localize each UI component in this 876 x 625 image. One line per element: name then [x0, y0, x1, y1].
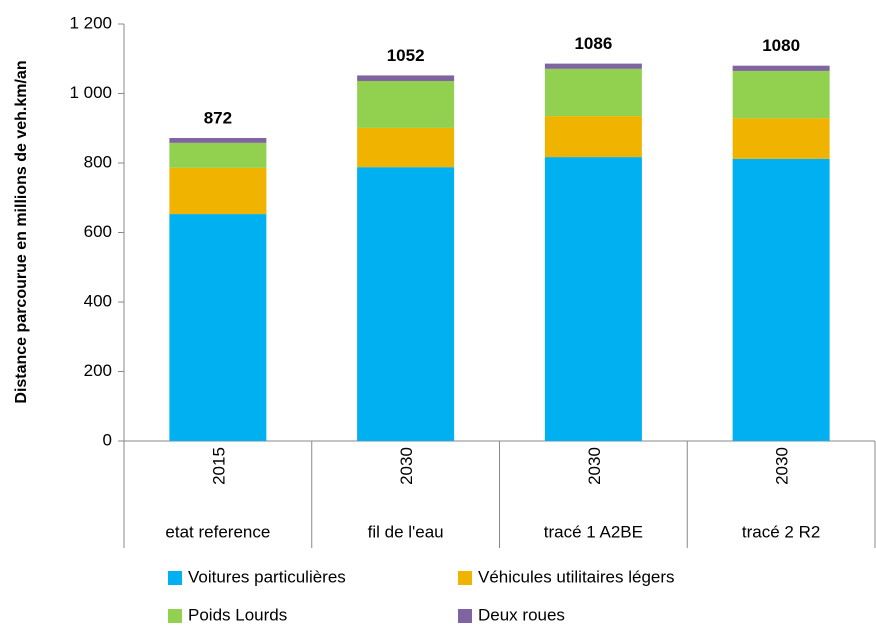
legend-label: Poids Lourds [188, 605, 287, 624]
y-tick-label: 1 200 [69, 13, 112, 32]
bar-segment [732, 158, 830, 441]
bar-segment [357, 80, 455, 128]
group-label: tracé 1 A2BE [544, 522, 643, 541]
legend-swatch [168, 609, 182, 623]
x-tick-label: 2030 [773, 447, 792, 485]
y-tick-label: 1 000 [69, 83, 112, 102]
y-tick-label: 0 [103, 430, 112, 449]
legend-swatch [168, 571, 182, 585]
total-label: 1052 [387, 46, 425, 65]
bar-segment [357, 167, 455, 442]
y-tick-label: 600 [84, 222, 112, 241]
bar-segment [169, 142, 267, 168]
bar-segment [544, 157, 642, 441]
x-tick-label: 2015 [209, 447, 228, 485]
bar-segment [544, 68, 642, 117]
legend-swatch [458, 571, 472, 585]
bar-segment [732, 70, 830, 119]
bar-segment [732, 118, 830, 159]
y-tick-label: 800 [84, 152, 112, 171]
bar-segment [357, 75, 455, 81]
legend-label: Voitures particulières [188, 567, 346, 586]
bar-segment [357, 127, 455, 168]
legend-label: Deux roues [478, 605, 565, 624]
total-label: 1080 [762, 36, 800, 55]
y-axis-label: Distance parcourue en millions de veh.km… [13, 60, 30, 403]
bar-segment [169, 137, 267, 143]
total-label: 1086 [574, 34, 612, 53]
total-label: 872 [204, 108, 232, 127]
bar-segment [732, 65, 830, 71]
bar-segment [544, 63, 642, 69]
group-label: etat reference [165, 522, 270, 541]
y-tick-label: 400 [84, 291, 112, 310]
x-tick-label: 2030 [585, 447, 604, 485]
y-tick-label: 200 [84, 361, 112, 380]
x-tick-label: 2030 [397, 447, 416, 485]
bar-segment [169, 167, 267, 215]
legend-label: Véhicules utilitaires légers [478, 567, 675, 586]
bar-segment [169, 214, 267, 441]
legend-swatch [458, 609, 472, 623]
bar-segment [544, 116, 642, 158]
group-label: tracé 2 R2 [742, 522, 820, 541]
group-label: fil de l'eau [368, 522, 444, 541]
